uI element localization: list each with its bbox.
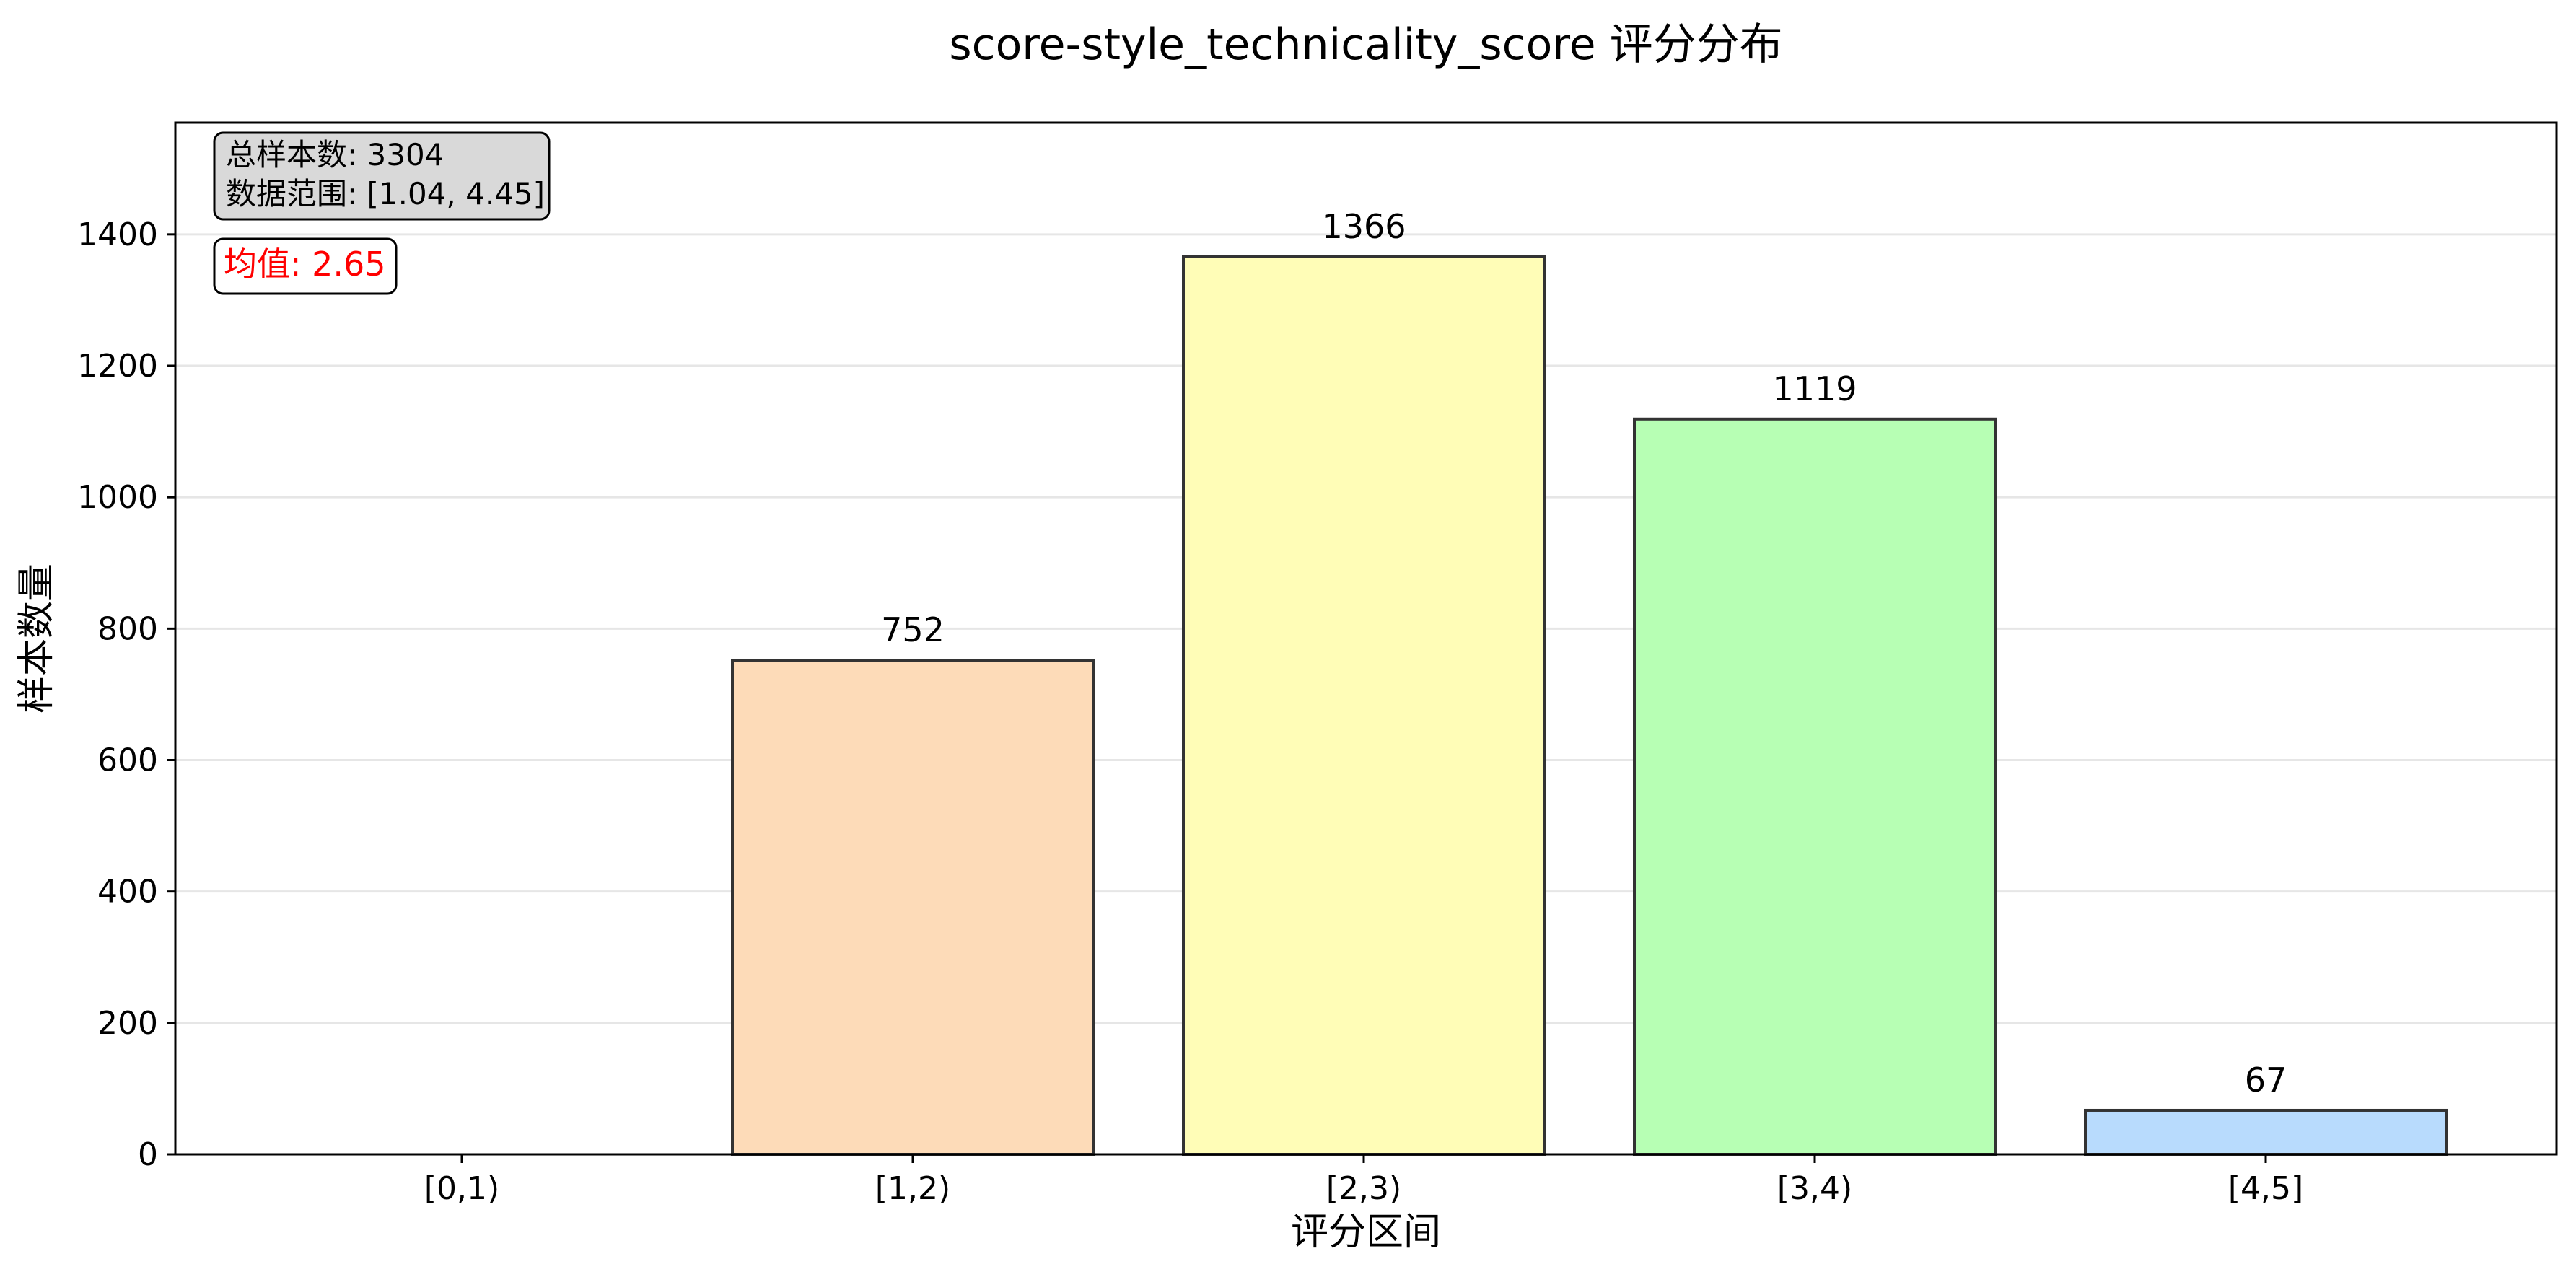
total-samples-text: 总样本数: 3304 xyxy=(226,137,444,172)
x-axis-ticks: [0,1) [1,2) [2,3) [3,4) [4,5] xyxy=(424,1154,2303,1207)
x-tick-label: [0,1) xyxy=(424,1170,499,1207)
mean-box: 均值: 2.65 xyxy=(213,237,398,295)
y-tick-label: 1400 xyxy=(77,216,158,253)
x-tick-label: [3,4) xyxy=(1777,1170,1852,1207)
y-tick-label: 1000 xyxy=(77,479,158,516)
x-tick-label: [1,2) xyxy=(875,1170,950,1207)
y-tick-label: 200 xyxy=(97,1005,158,1042)
bar-value-label: 1366 xyxy=(1321,207,1406,246)
y-tick-label: 400 xyxy=(97,874,158,910)
chart-title: score-style_technicality_score 评分分布 xyxy=(949,19,1782,70)
bar xyxy=(1182,255,1546,1156)
y-tick-label: 800 xyxy=(97,610,158,647)
y-tick-label: 600 xyxy=(97,742,158,779)
bar xyxy=(2084,1108,2448,1156)
bar xyxy=(1633,417,1997,1156)
y-tick-label: 1200 xyxy=(77,348,158,385)
bar-value-label: 67 xyxy=(2245,1061,2287,1100)
x-tick-label: [4,5] xyxy=(2228,1170,2303,1207)
y-axis-ticks: 0 200 400 600 800 1000 1200 1400 xyxy=(77,216,175,1173)
plot-frame xyxy=(174,121,2558,1156)
bar-value-labels: 752 1366 1119 67 xyxy=(881,207,2287,1100)
data-range-text: 数据范围: [1.04, 4.45] xyxy=(226,176,545,211)
y-tick-label: 0 xyxy=(138,1136,158,1173)
bars xyxy=(731,255,2448,1156)
bar-value-label: 752 xyxy=(881,610,945,649)
bar-value-label: 1119 xyxy=(1772,369,1857,408)
bar xyxy=(731,659,1095,1156)
info-box: 总样本数: 3304 数据范围: [1.04, 4.45] xyxy=(213,131,551,221)
y-axis-title: 样本数量 xyxy=(15,563,58,714)
mean-value-text: 均值: 2.65 xyxy=(224,245,386,284)
x-axis-title: 评分区间 xyxy=(1291,1211,1441,1254)
x-tick-label: [2,3) xyxy=(1326,1170,1401,1207)
